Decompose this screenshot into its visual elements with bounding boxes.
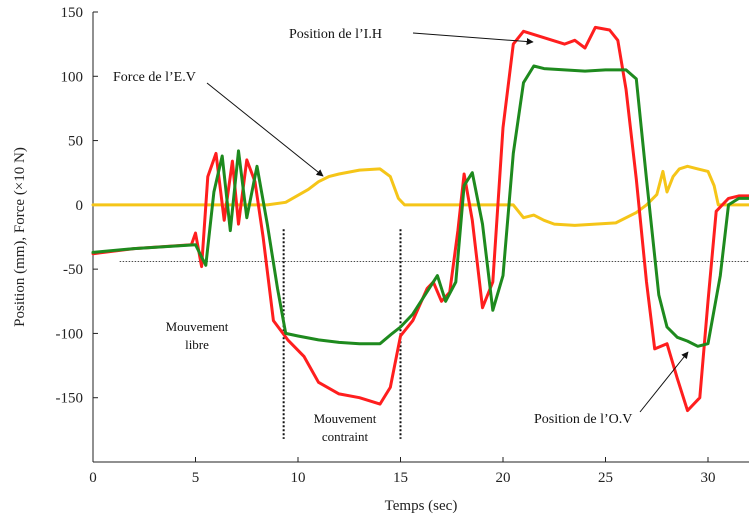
- annotation-constrained-line1: Mouvement: [314, 411, 377, 426]
- y-tick-label: 150: [61, 5, 84, 21]
- series-yellow-line: [91, 164, 749, 227]
- y-tick-label: 100: [61, 69, 84, 85]
- series-layer: [91, 25, 749, 413]
- annotation-free-line1: Mouvement: [166, 319, 229, 334]
- annotation-ov-arrow: [639, 351, 689, 413]
- y-tick-label: -50: [63, 262, 83, 278]
- annotation-constrained-line2: contraint: [322, 429, 369, 444]
- annotation-ih-arrow: [412, 32, 534, 46]
- x-tick-label: 5: [192, 470, 200, 486]
- annotation-ih-label: Position de l’I.H: [289, 27, 382, 42]
- annotation-free-line2: libre: [185, 337, 209, 352]
- y-tick-label: 50: [68, 134, 83, 150]
- annotations-layer: Position de l’I.H Force de l’E.V Positio…: [113, 27, 689, 444]
- x-tick-label: 30: [701, 470, 716, 486]
- x-axis-title: Temps (sec): [385, 498, 458, 514]
- x-tick-label: 15: [393, 470, 408, 486]
- x-tick-label: 20: [496, 470, 511, 486]
- x-tick-label: 0: [89, 470, 97, 486]
- x-tick-label: 10: [291, 470, 306, 486]
- annotation-ev-arrow: [206, 82, 324, 177]
- y-tick-label: 0: [76, 198, 84, 214]
- annotation-ev-label: Force de l’E.V: [113, 70, 196, 85]
- y-tick-label: -100: [56, 326, 84, 342]
- x-tick-label: 25: [598, 470, 613, 486]
- series-red-line: [91, 25, 749, 413]
- axes: 0 5 10 15 20 25 30 150 100 50 0 -50 -100 -150 Temps (s…: [12, 5, 749, 514]
- y-axis-title: Position (mm), Force (×10 N): [12, 147, 28, 327]
- annotation-ov-label: Position de l’O.V: [534, 412, 632, 427]
- y-tick-label: -150: [56, 391, 84, 407]
- series-green-line: [91, 64, 749, 348]
